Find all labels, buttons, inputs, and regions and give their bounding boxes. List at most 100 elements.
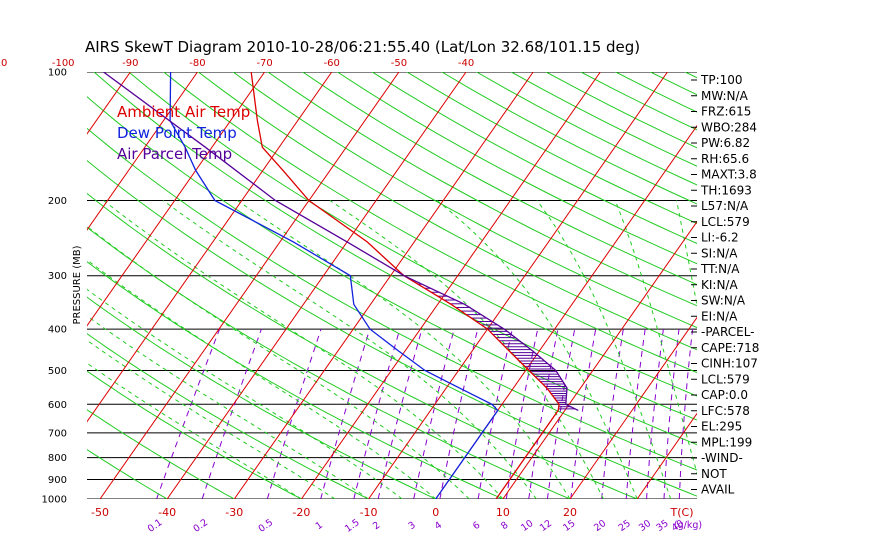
- pressure-tick-700: 700: [48, 428, 67, 439]
- dry-adiabat: [197, 72, 697, 351]
- index-item: LFC:578: [701, 404, 750, 418]
- isotherm-20: [569, 316, 697, 499]
- isotherm-50: [771, 72, 870, 499]
- legend-air-parcel-temp: Air Parcel Temp: [117, 145, 232, 163]
- dry-adiabat: [87, 448, 168, 499]
- mixing-ratio-tick: 35: [654, 518, 670, 534]
- dry-adiabat: [232, 72, 697, 329]
- mixing-ratio-tick: 4: [433, 520, 444, 532]
- index-item: PW:6.82: [701, 136, 750, 150]
- moist-adiabat: [87, 339, 336, 499]
- mixing-ratio-line: [156, 328, 221, 499]
- isotherm--50: [99, 72, 400, 499]
- dry-adiabat: [650, 72, 697, 96]
- mixing-ratio-line: [505, 328, 539, 499]
- temp-tick-bottom: -50: [91, 506, 109, 519]
- mixing-ratio-line: [413, 328, 455, 499]
- pressure-tick-900: 900: [48, 475, 67, 486]
- dry-adiabat: [371, 72, 697, 244]
- pressure-tick-200: 200: [48, 196, 67, 207]
- dry-adiabat: [87, 226, 571, 499]
- mixing-ratio-tick: 3: [407, 520, 418, 532]
- pressure-tick-400: 400: [48, 325, 67, 336]
- index-item: MW:N/A: [701, 89, 749, 103]
- mixing-ratio-tick: 25: [617, 518, 633, 534]
- pressure-tick-800: 800: [48, 453, 67, 464]
- mixing-ratio-tick: 10: [519, 518, 535, 534]
- temp-tick-bottom: 10: [496, 506, 510, 519]
- index-item: NOT: [701, 467, 727, 481]
- isotherm-10: [502, 220, 697, 499]
- dry-adiabat: [406, 72, 697, 225]
- isotherm--40: [166, 72, 467, 499]
- dry-adiabat: [337, 72, 697, 265]
- mixing-ratio-tick: 0.5: [257, 517, 276, 535]
- index-item: SW:N/A: [701, 294, 746, 308]
- dry-adiabat: [87, 96, 697, 446]
- index-item: -PARCEL-: [701, 325, 755, 339]
- index-item: MAXT:3.8: [701, 168, 757, 182]
- moist-adiabat: [87, 362, 302, 499]
- pressure-tick-600: 600: [48, 400, 67, 411]
- mixing-ratio-line: [353, 328, 401, 499]
- temp-tick-bottom: -20: [292, 506, 310, 519]
- temp-tick-bottom: -30: [225, 506, 243, 519]
- temp-tick-top: -110: [0, 58, 7, 69]
- dew-point-temp-line: [169, 72, 499, 499]
- mixing-ratio-labels: 0.1 0.2 0.5 1 1.5 2 3 4 6 8 10 12 15 20 25 30 35 40(g/kg): [146, 517, 702, 535]
- index-item: L57:N/A: [701, 199, 749, 213]
- pressure-tick-100: 100: [48, 68, 67, 79]
- dry-adiabat: [87, 409, 235, 499]
- index-item: TH:1693: [700, 183, 752, 197]
- dry-adiabat: [302, 72, 697, 286]
- dry-adiabat: [755, 72, 870, 499]
- isotherm--80: [87, 72, 198, 231]
- cape-hatch-area: [411, 279, 576, 410]
- temp-tick-top: -100: [52, 58, 75, 69]
- mixing-ratio-line: [477, 328, 513, 499]
- isotherm--60: [87, 72, 333, 423]
- mixing-ratio-tick: 12: [538, 518, 554, 534]
- temp-tick-top: -60: [324, 58, 340, 69]
- temp-tick-top: -70: [256, 58, 272, 69]
- x-axis-label: T(C): [670, 506, 694, 519]
- dry-adiabat: [859, 72, 870, 499]
- mixing-ratio-tick: 0.2: [191, 517, 210, 535]
- index-item: TP:100: [700, 73, 743, 87]
- legend-dew-point-temp: Dew Point Temp: [117, 124, 237, 142]
- temp-tick-bottom: -10: [360, 506, 378, 519]
- mixing-ratio-line: [570, 329, 597, 499]
- y-axis-label: PRESSURE (MB): [72, 245, 83, 324]
- index-item: AVAIL: [701, 483, 735, 497]
- index-item: EI:N/A: [701, 309, 738, 323]
- mixing-ratio-tick: 1.5: [343, 517, 362, 535]
- data-series: [103, 72, 579, 499]
- pressure-tick-500: 500: [48, 366, 67, 377]
- dry-adiabat: [87, 160, 697, 497]
- moist-adiabat: [87, 225, 470, 499]
- moist-adiabat: [614, 200, 697, 476]
- dry-adiabat: [790, 72, 870, 499]
- moist-adiabat: [87, 315, 369, 499]
- mixing-ratio-tick: 0.1: [146, 517, 165, 535]
- mixing-ratio-unit: (g/kg): [674, 520, 702, 531]
- mixing-ratio-tick: 2: [371, 520, 382, 532]
- moist-adiabat: [87, 259, 437, 499]
- mixing-ratio-line: [625, 329, 646, 499]
- mixing-ratio-line: [546, 329, 576, 499]
- moist-adiabat: [103, 200, 504, 499]
- dry-adiabat: [87, 296, 436, 499]
- dry-adiabat: [87, 370, 302, 499]
- isotherm--20: [301, 72, 601, 499]
- index-item: LCL:579: [701, 215, 750, 229]
- isotherm--70: [87, 72, 266, 327]
- index-item: -WIND-: [701, 451, 743, 465]
- temp-tick-top: -50: [391, 58, 407, 69]
- mixing-ratio-line: [646, 329, 664, 499]
- pressure-tick-1000: 1000: [42, 495, 67, 506]
- dry-adiabat: [128, 72, 697, 397]
- dry-adiabat: [163, 72, 697, 374]
- mixing-ratio-tick: 1: [314, 520, 325, 532]
- mixing-ratio-line: [377, 328, 423, 499]
